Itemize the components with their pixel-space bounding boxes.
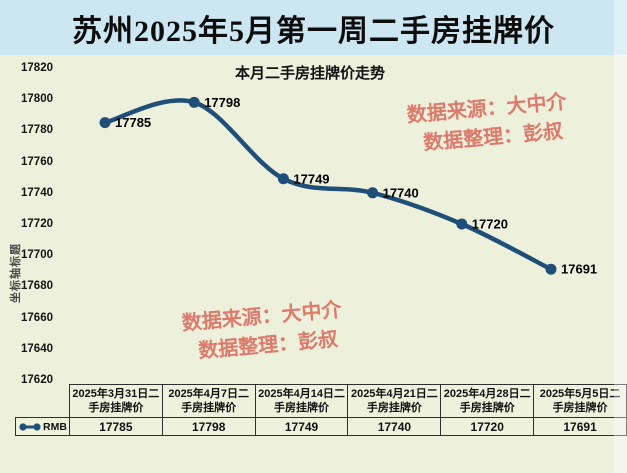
y-tick-label: 17700	[21, 249, 53, 262]
data-point	[456, 218, 468, 230]
legend-label: RMB	[43, 420, 67, 433]
y-tick-label: 17660	[21, 311, 53, 324]
table-corner-spacer	[16, 385, 70, 418]
chart-area: 本月二手房挂牌价走势 坐标轴标题 17820 17800 17780 17760 177…	[0, 55, 627, 437]
data-point-label: 17785	[115, 115, 151, 130]
data-point-label: 17740	[383, 185, 419, 200]
data-point-label: 17798	[204, 95, 240, 110]
data-point-label: 17691	[561, 262, 597, 277]
table-value-row: RMB 17785 17798 17749 17740 17720 17691	[15, 417, 627, 436]
table-header-cell: 2025年4月28日二手房挂牌价	[440, 384, 535, 418]
line-series-legend-icon	[19, 422, 41, 431]
table-value-cell: 17740	[347, 417, 442, 436]
chart-title: 本月二手房挂牌价走势	[234, 65, 385, 82]
data-point	[277, 173, 289, 185]
data-point-label: 17720	[472, 217, 508, 232]
y-tick-label: 17680	[21, 280, 53, 293]
y-tick-label: 17720	[21, 218, 53, 230]
data-table: 2025年3月31日二手房挂牌价 2025年4月7日二手房挂牌价 2025年4月14…	[15, 384, 627, 436]
table-value-cell: 17798	[161, 417, 256, 436]
table-header-cell: 2025年3月31日二手房挂牌价	[68, 384, 163, 418]
data-point-label: 17749	[293, 171, 329, 186]
page-title: 苏州2025年5月第一周二手房挂牌价	[0, 0, 627, 55]
y-tick-label: 17780	[21, 124, 53, 137]
table-value-cell: 17720	[440, 417, 535, 436]
y-tick-label: 17800	[21, 93, 53, 106]
data-point	[545, 263, 557, 275]
data-point	[99, 117, 111, 129]
y-tick-label: 17820	[21, 62, 53, 74]
line-plot: 17785 17798 17749 17740 17720 17691	[99, 95, 597, 277]
y-tick-label: 17640	[21, 342, 53, 355]
table-header-cell: 2025年5月5日二手房挂牌价	[533, 384, 627, 418]
table-header-cell: 2025年4月21日二手房挂牌价	[347, 384, 442, 418]
table-header-cell: 2025年4月14日二手房挂牌价	[254, 384, 349, 418]
table-header-row: 2025年3月31日二手房挂牌价 2025年4月7日二手房挂牌价 2025年4月14…	[16, 384, 627, 418]
y-tick-label: 17620	[21, 374, 53, 386]
y-tick-label: 17740	[21, 186, 53, 199]
table-header-cell: 2025年4月7日二手房挂牌价	[161, 384, 256, 418]
data-point	[188, 96, 200, 108]
table-value-cell: 17749	[254, 417, 349, 436]
legend-cell: RMB	[15, 417, 70, 436]
y-tick-label: 17760	[21, 155, 53, 168]
table-value-cell: 17691	[533, 417, 627, 436]
table-value-cell: 17785	[68, 417, 163, 436]
data-point	[367, 187, 379, 199]
